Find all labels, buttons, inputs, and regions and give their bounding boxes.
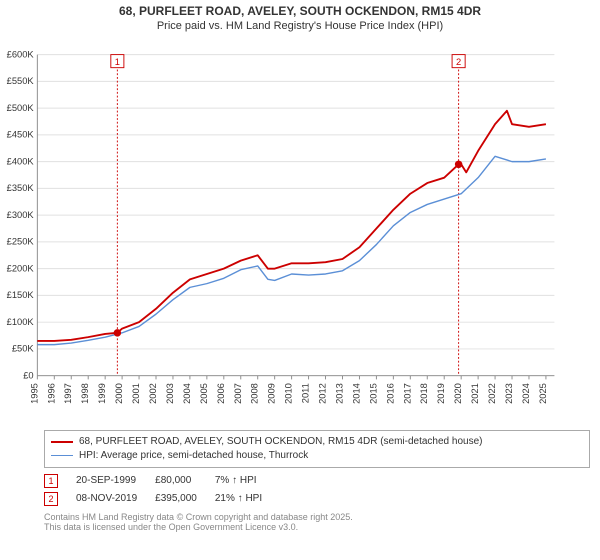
svg-text:£550K: £550K bbox=[7, 76, 35, 86]
legend-label-2: HPI: Average price, semi-detached house,… bbox=[79, 449, 308, 463]
svg-text:2008: 2008 bbox=[250, 383, 260, 404]
event-price-2: £395,000 bbox=[155, 490, 215, 508]
svg-text:2025: 2025 bbox=[538, 383, 548, 404]
svg-text:2002: 2002 bbox=[148, 383, 158, 404]
event-badge-1: 1 bbox=[44, 474, 58, 488]
attribution-line1: Contains HM Land Registry data © Crown c… bbox=[44, 512, 590, 523]
event-date-1: 20-SEP-1999 bbox=[76, 472, 155, 490]
svg-text:2001: 2001 bbox=[131, 383, 141, 404]
svg-text:2006: 2006 bbox=[216, 383, 226, 404]
svg-text:£150K: £150K bbox=[7, 290, 35, 300]
chart-svg: £0 £50K £100K £150K £200K £250K £300K £350K £400… bbox=[0, 36, 560, 426]
event-row-1: 1 20-SEP-1999 £80,000 7% ↑ HPI bbox=[44, 472, 280, 490]
svg-text:£100K: £100K bbox=[7, 317, 35, 327]
event-badge-2: 2 bbox=[44, 492, 58, 506]
svg-text:£50K: £50K bbox=[12, 343, 35, 353]
chart-title-line2: Price paid vs. HM Land Registry's House … bbox=[0, 20, 600, 36]
svg-text:2022: 2022 bbox=[487, 383, 497, 404]
svg-text:£300K: £300K bbox=[7, 210, 35, 220]
svg-text:2023: 2023 bbox=[504, 383, 514, 404]
events-table: 1 20-SEP-1999 £80,000 7% ↑ HPI 2 08-NOV-… bbox=[44, 472, 590, 508]
svg-text:1995: 1995 bbox=[29, 383, 39, 404]
event-delta-2: 21% ↑ HPI bbox=[215, 490, 280, 508]
legend-item-hpi: HPI: Average price, semi-detached house,… bbox=[51, 449, 583, 463]
svg-text:2011: 2011 bbox=[301, 383, 311, 403]
event-row-2: 2 08-NOV-2019 £395,000 21% ↑ HPI bbox=[44, 490, 280, 508]
svg-text:2003: 2003 bbox=[165, 383, 175, 404]
svg-text:£400K: £400K bbox=[7, 156, 35, 166]
svg-text:1996: 1996 bbox=[46, 383, 56, 404]
svg-text:2018: 2018 bbox=[419, 383, 429, 404]
event-price-1: £80,000 bbox=[155, 472, 215, 490]
svg-text:1: 1 bbox=[115, 56, 120, 66]
svg-text:2013: 2013 bbox=[334, 383, 344, 404]
svg-text:2005: 2005 bbox=[199, 383, 209, 404]
legend-swatch-2 bbox=[51, 455, 73, 456]
chart-container: 68, PURFLEET ROAD, AVELEY, SOUTH OCKENDO… bbox=[0, 0, 600, 533]
svg-text:2014: 2014 bbox=[351, 383, 361, 404]
svg-text:£250K: £250K bbox=[7, 236, 35, 246]
svg-text:£500K: £500K bbox=[7, 103, 35, 113]
legend-item-price-paid: 68, PURFLEET ROAD, AVELEY, SOUTH OCKENDO… bbox=[51, 435, 583, 449]
event-date-2: 08-NOV-2019 bbox=[76, 490, 155, 508]
svg-text:£600K: £600K bbox=[7, 49, 35, 59]
svg-text:2021: 2021 bbox=[470, 383, 480, 404]
legend: 68, PURFLEET ROAD, AVELEY, SOUTH OCKENDO… bbox=[44, 430, 590, 468]
svg-text:2024: 2024 bbox=[521, 383, 531, 404]
svg-text:2019: 2019 bbox=[436, 383, 446, 404]
chart-title-line1: 68, PURFLEET ROAD, AVELEY, SOUTH OCKENDO… bbox=[0, 0, 600, 20]
svg-text:£350K: £350K bbox=[7, 183, 35, 193]
attribution: Contains HM Land Registry data © Crown c… bbox=[44, 512, 590, 534]
attribution-line2: This data is licensed under the Open Gov… bbox=[44, 522, 590, 533]
svg-text:2020: 2020 bbox=[453, 383, 463, 404]
svg-text:£0: £0 bbox=[23, 370, 33, 380]
svg-text:2009: 2009 bbox=[267, 383, 277, 404]
svg-text:2: 2 bbox=[456, 56, 461, 66]
svg-text:1998: 1998 bbox=[80, 383, 90, 404]
svg-text:2015: 2015 bbox=[368, 383, 378, 404]
svg-text:2007: 2007 bbox=[233, 383, 243, 404]
svg-text:£450K: £450K bbox=[7, 129, 35, 139]
svg-text:2017: 2017 bbox=[402, 383, 412, 404]
event-delta-1: 7% ↑ HPI bbox=[215, 472, 280, 490]
svg-text:2000: 2000 bbox=[114, 383, 124, 404]
svg-text:1999: 1999 bbox=[97, 383, 107, 404]
svg-text:2010: 2010 bbox=[284, 383, 294, 404]
svg-text:2004: 2004 bbox=[182, 383, 192, 404]
svg-text:1997: 1997 bbox=[63, 383, 73, 404]
legend-swatch-1 bbox=[51, 441, 73, 443]
svg-text:£200K: £200K bbox=[7, 263, 35, 273]
legend-label-1: 68, PURFLEET ROAD, AVELEY, SOUTH OCKENDO… bbox=[79, 435, 482, 449]
plot-area: £0£50K£100K£150K£200K£250K£300K£350K£400… bbox=[40, 36, 600, 426]
svg-text:2016: 2016 bbox=[385, 383, 395, 404]
svg-text:2012: 2012 bbox=[318, 383, 328, 404]
